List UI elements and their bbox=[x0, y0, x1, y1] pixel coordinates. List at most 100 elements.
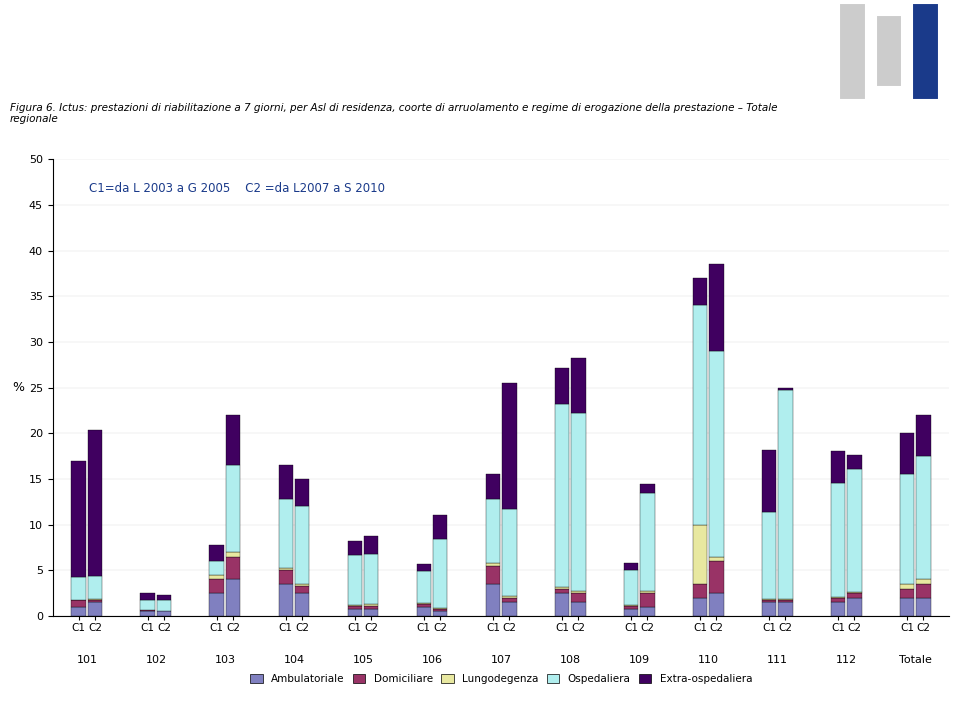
Bar bbox=[623, 571, 638, 605]
Bar bbox=[347, 605, 363, 606]
Text: fonte flussi correnti - a 7 gg dalla dimissione da Ospedale per acuti: fonte flussi correnti - a 7 gg dalla dim… bbox=[12, 67, 672, 85]
Bar bbox=[709, 561, 724, 593]
Bar bbox=[847, 592, 862, 593]
Bar bbox=[709, 264, 724, 351]
Bar bbox=[640, 484, 655, 493]
Text: 105: 105 bbox=[353, 655, 373, 665]
Bar bbox=[485, 474, 501, 499]
Text: 110: 110 bbox=[698, 655, 718, 665]
Y-axis label: %: % bbox=[12, 381, 24, 394]
Bar bbox=[830, 603, 845, 616]
Bar bbox=[416, 564, 432, 571]
Bar bbox=[778, 388, 793, 390]
Bar bbox=[571, 591, 586, 593]
Bar bbox=[916, 598, 931, 616]
Bar bbox=[226, 465, 241, 552]
Bar bbox=[226, 552, 241, 556]
Bar bbox=[830, 598, 845, 603]
Bar bbox=[623, 563, 638, 571]
Bar bbox=[226, 556, 241, 579]
Bar bbox=[554, 587, 569, 588]
Text: Figura 6. Ictus: prestazioni di riabilitazione a 7 giorni, per Asl di residenza,: Figura 6. Ictus: prestazioni di riabilit… bbox=[10, 103, 777, 125]
Bar bbox=[640, 607, 655, 616]
Bar bbox=[433, 607, 448, 609]
Bar bbox=[485, 499, 501, 563]
Bar bbox=[692, 584, 707, 598]
Bar bbox=[847, 593, 862, 598]
Bar bbox=[347, 555, 363, 605]
Bar bbox=[278, 568, 293, 571]
Bar bbox=[209, 544, 224, 561]
Bar bbox=[295, 586, 310, 593]
Bar bbox=[709, 351, 724, 556]
Bar bbox=[502, 383, 517, 509]
Bar bbox=[278, 499, 293, 568]
Text: C1=da L 2003 a G 2005    C2 =da L2007 a S 2010: C1=da L 2003 a G 2005 C2 =da L2007 a S 2… bbox=[88, 182, 385, 195]
Text: 109: 109 bbox=[628, 655, 649, 665]
Text: 104: 104 bbox=[284, 655, 305, 665]
Bar bbox=[839, 3, 866, 100]
Bar bbox=[900, 584, 914, 588]
Bar bbox=[778, 600, 793, 603]
Bar bbox=[571, 413, 586, 591]
Bar bbox=[433, 515, 448, 539]
Bar bbox=[295, 593, 310, 616]
Bar bbox=[416, 571, 432, 603]
Bar bbox=[209, 561, 224, 575]
Bar bbox=[830, 483, 845, 597]
Bar bbox=[433, 612, 448, 616]
Bar bbox=[692, 525, 707, 584]
Bar bbox=[916, 456, 931, 579]
Bar bbox=[554, 367, 569, 404]
Bar bbox=[347, 541, 363, 555]
Bar bbox=[278, 571, 293, 584]
Bar bbox=[761, 603, 776, 616]
Bar bbox=[916, 579, 931, 584]
Bar bbox=[778, 598, 793, 600]
Bar bbox=[876, 16, 902, 87]
Bar bbox=[571, 358, 586, 413]
Bar bbox=[71, 600, 86, 607]
Bar bbox=[364, 535, 379, 554]
Text: 103: 103 bbox=[215, 655, 236, 665]
Text: Lo stato dell’arte in Toscana sulla continuità per L’ICTUS   Dati ARS da: Lo stato dell’arte in Toscana sulla cont… bbox=[12, 29, 697, 47]
Text: 108: 108 bbox=[559, 655, 580, 665]
Bar bbox=[847, 598, 862, 616]
Bar bbox=[900, 598, 914, 616]
Text: Totale: Totale bbox=[899, 655, 932, 665]
Bar bbox=[364, 609, 379, 616]
Bar bbox=[71, 461, 86, 577]
Bar bbox=[847, 455, 862, 469]
Bar bbox=[900, 433, 914, 474]
Bar bbox=[226, 579, 241, 616]
Bar bbox=[140, 612, 155, 616]
Bar bbox=[916, 415, 931, 456]
Bar bbox=[761, 598, 776, 600]
Bar bbox=[209, 579, 224, 593]
Bar bbox=[140, 600, 155, 610]
Bar bbox=[364, 606, 379, 609]
Bar bbox=[761, 512, 776, 598]
Bar bbox=[88, 598, 103, 600]
Bar bbox=[88, 576, 103, 598]
Bar bbox=[157, 595, 172, 600]
Bar bbox=[623, 606, 638, 609]
Bar bbox=[364, 604, 379, 606]
Bar bbox=[88, 600, 103, 603]
Bar bbox=[640, 591, 655, 593]
Bar bbox=[88, 603, 103, 616]
Bar bbox=[709, 593, 724, 616]
Bar bbox=[433, 609, 448, 612]
Bar bbox=[502, 509, 517, 596]
Bar bbox=[157, 600, 172, 612]
Bar bbox=[571, 603, 586, 616]
Bar bbox=[416, 603, 432, 604]
Bar bbox=[88, 430, 103, 576]
Bar bbox=[157, 612, 172, 616]
Bar bbox=[416, 604, 432, 607]
Bar bbox=[830, 451, 845, 483]
Bar bbox=[278, 465, 293, 499]
Text: 106: 106 bbox=[422, 655, 442, 665]
Bar bbox=[71, 607, 86, 616]
Bar bbox=[761, 600, 776, 603]
